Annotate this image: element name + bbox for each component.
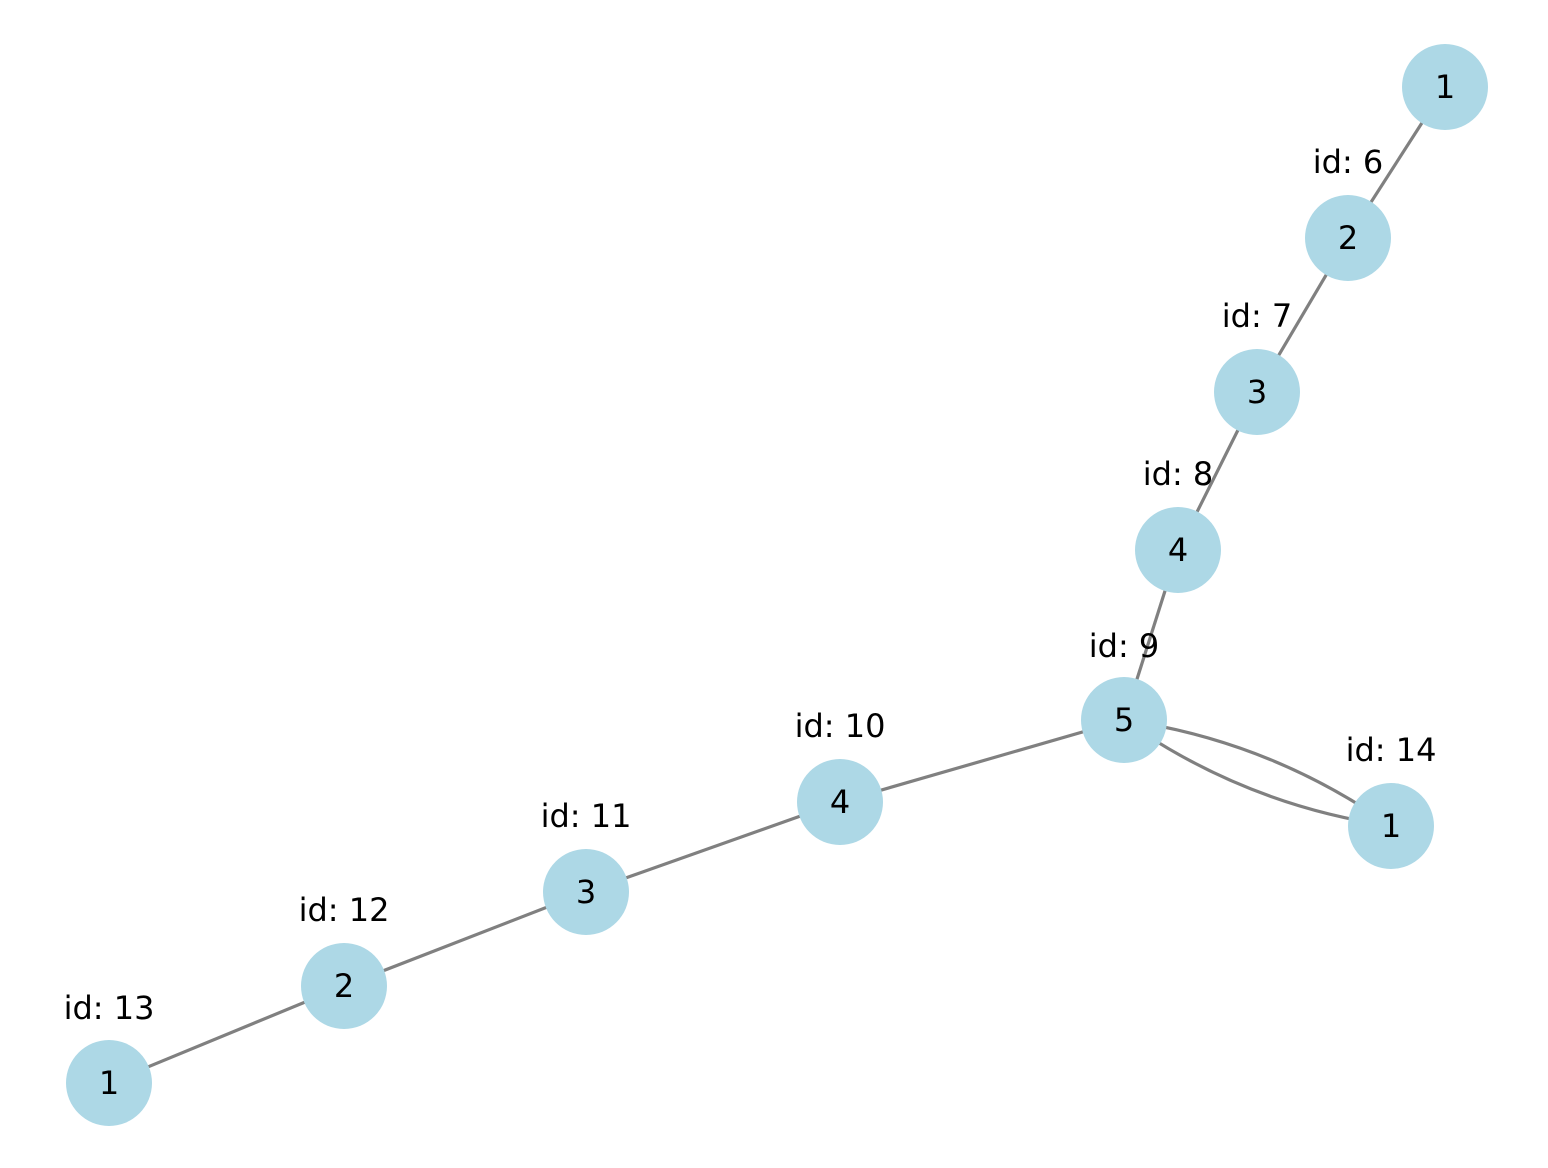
node-value-label: 3 [576,873,596,911]
node-id-label: id: 7 [1222,297,1293,335]
node-value-label: 3 [1247,373,1267,411]
node-circle [66,1040,152,1126]
node-value-label: 1 [1381,807,1401,845]
node-circle [1305,195,1391,281]
node-n13: 1 id: 13 [64,989,155,1126]
node-id-label: id: 14 [1346,731,1437,769]
edges-layer [108,86,1447,1085]
node-id-label: id: 11 [541,797,632,835]
node-circle [543,849,629,935]
node-circle [1402,44,1488,130]
node-id-label: id: 12 [299,891,390,929]
node-n14: 1 id: 14 [1346,731,1437,869]
node-circle [1081,677,1167,763]
node-circle [301,943,387,1029]
node-value-label: 1 [1435,68,1455,106]
node-value-label: 4 [830,783,850,821]
edge-n9-n10 [839,718,1125,804]
node-n7: 3 id: 7 [1214,297,1300,435]
node-value-label: 5 [1114,701,1134,739]
node-circle [1214,349,1300,435]
node-circle [797,759,883,845]
node-id-label: id: 6 [1313,143,1384,181]
edge-n11-n12 [343,890,587,988]
node-circle [1135,507,1221,593]
node-value-label: 1 [99,1064,119,1102]
node-n10: 4 id: 10 [795,707,886,845]
node-n9: 5 id: 9 [1081,627,1167,763]
node-n5: 1 [1402,44,1488,130]
node-circle [1348,783,1434,869]
nodes-layer: 1 2 id: 6 3 id: 7 4 id: 8 5 id: 9 4 id: 10 3 id: 11 2… [64,44,1488,1126]
node-value-label: 4 [1168,531,1188,569]
node-id-label: id: 13 [64,989,155,1027]
node-value-label: 2 [334,967,354,1005]
node-n6: 2 id: 6 [1305,143,1391,281]
node-n8: 4 id: 8 [1135,455,1221,593]
node-n12: 2 id: 12 [299,891,390,1029]
node-id-label: id: 8 [1143,455,1214,493]
node-id-label: id: 9 [1089,627,1160,665]
node-id-label: id: 10 [795,707,886,745]
node-value-label: 2 [1338,219,1358,257]
edge-n10-n11 [585,800,841,894]
node-n11: 3 id: 11 [541,797,632,935]
